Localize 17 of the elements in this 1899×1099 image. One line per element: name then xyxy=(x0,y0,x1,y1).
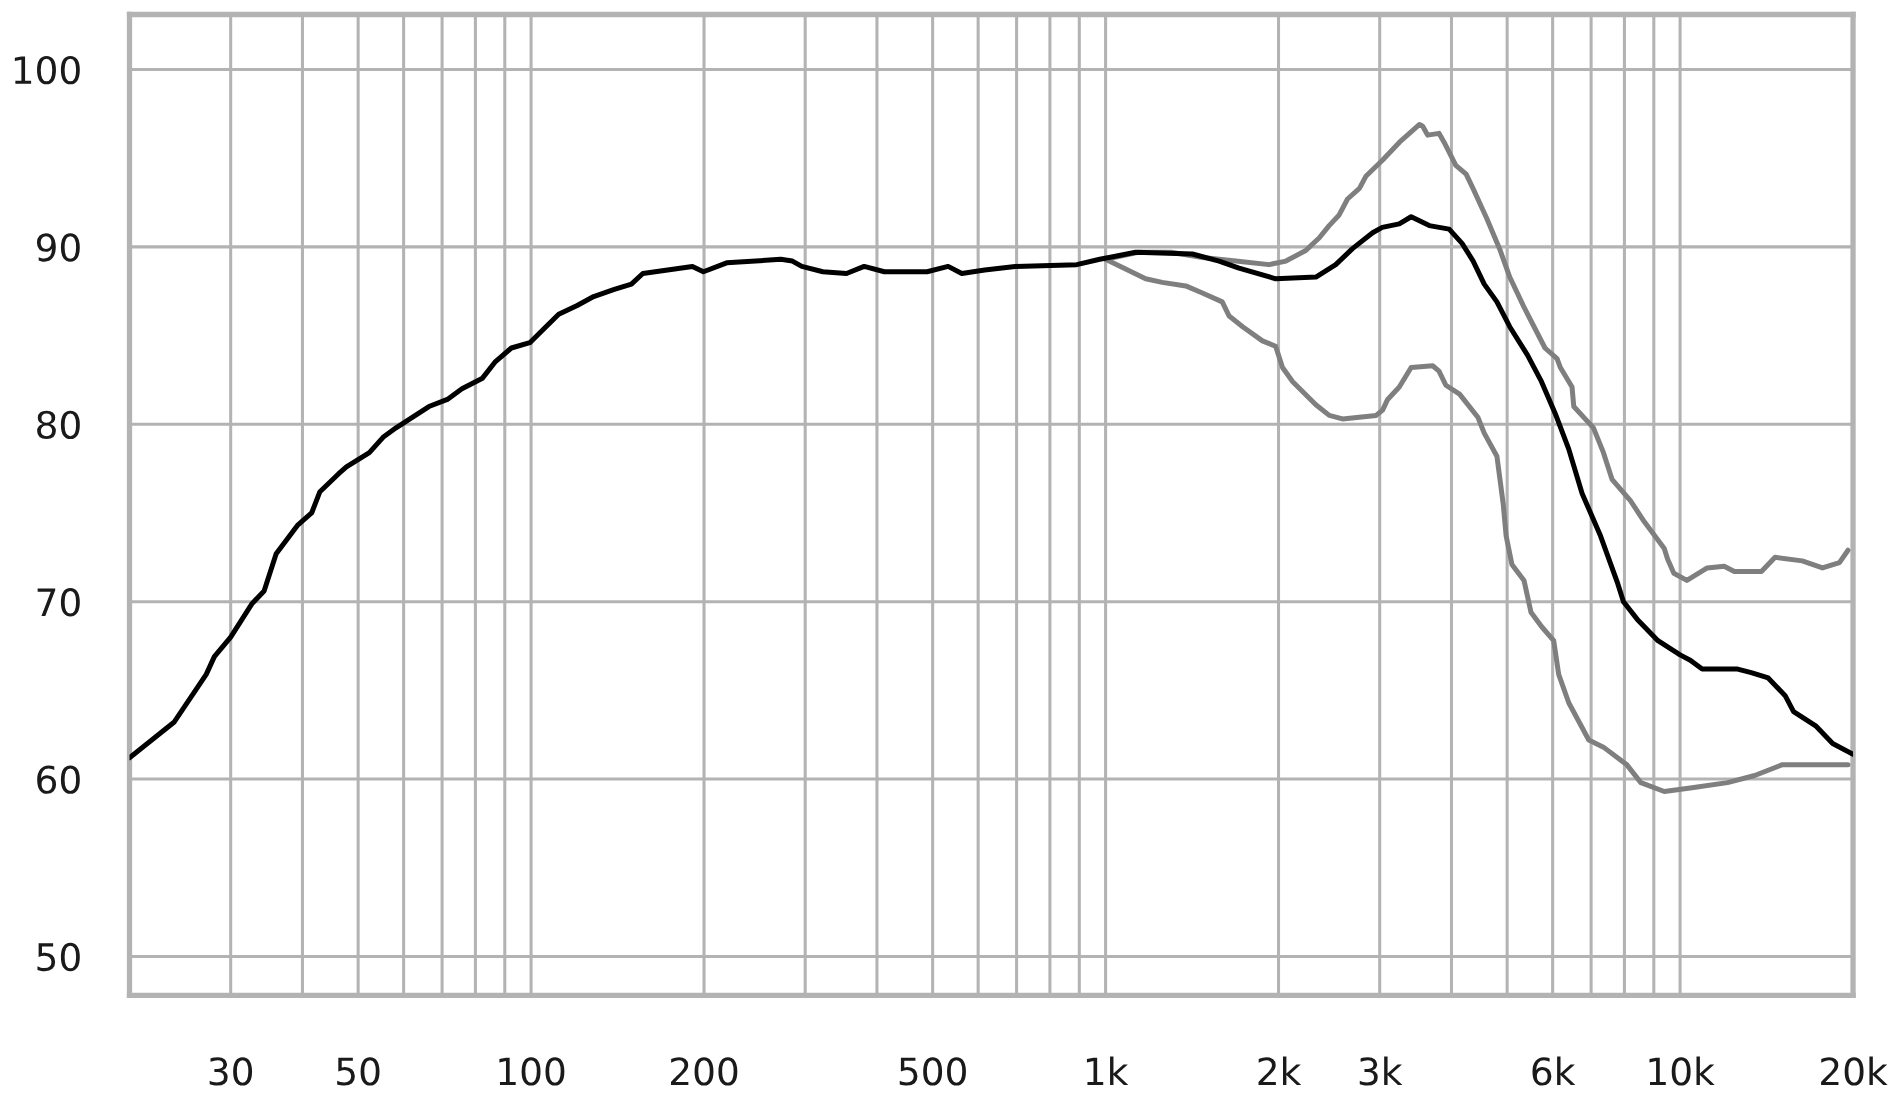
y-tick-label: 50 xyxy=(37,942,80,972)
x-tick-label: 10k xyxy=(1649,1056,1715,1086)
y-tick-label: 80 xyxy=(37,410,80,440)
x-tick-label: 1k xyxy=(1086,1056,1129,1086)
x-tick-label: 500 xyxy=(899,1057,966,1086)
x-tick-label: 2k xyxy=(1258,1056,1302,1086)
x-tick-label: 100 xyxy=(499,1057,565,1086)
y-tick-label: 60 xyxy=(37,765,80,794)
x-tick-label: 200 xyxy=(670,1057,738,1086)
y-tick-label: 90 xyxy=(36,233,80,262)
x-tick-label: 30 xyxy=(209,1057,253,1086)
x-tick-label: 3k xyxy=(1359,1056,1403,1086)
x-tick-label: 50 xyxy=(337,1057,380,1086)
y-tick-label: 70 xyxy=(37,588,80,617)
y-tick-label: 100 xyxy=(14,55,80,85)
x-tick-label: 6k xyxy=(1532,1056,1576,1086)
x-tick-label: 20k xyxy=(1821,1056,1888,1086)
